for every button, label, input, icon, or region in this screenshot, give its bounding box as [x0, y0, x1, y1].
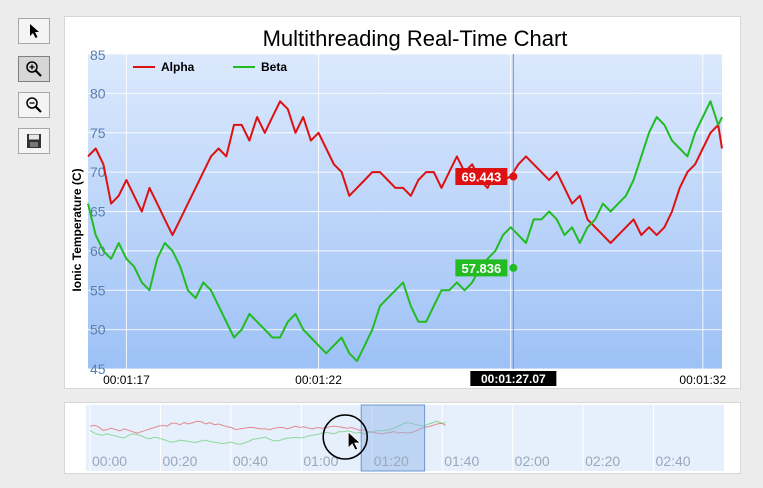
navigator-tick-label: 01:40 [444, 453, 479, 469]
y-tick-label: 55 [90, 282, 106, 298]
navigator-tick-label: 00:40 [233, 453, 268, 469]
pointer-icon [30, 24, 39, 38]
y-tick-label: 75 [90, 125, 106, 141]
y-tick-label: 65 [90, 204, 106, 220]
navigator-plot[interactable] [86, 405, 724, 471]
navigator-tick-label: 00:20 [162, 453, 197, 469]
mouse-highlight-ring [322, 414, 368, 460]
cursor-time-box [470, 371, 557, 386]
navigator-window[interactable] [360, 404, 426, 472]
y-tick-label: 85 [90, 47, 106, 63]
save-button[interactable] [18, 128, 50, 154]
cursor-value-box-alpha [455, 168, 508, 186]
zoom-out-button[interactable] [18, 92, 50, 118]
navigator-tick-label: 01:00 [303, 453, 338, 469]
mouse-arrow-icon [347, 431, 362, 451]
cursor-value-beta: 57.836 [461, 261, 501, 276]
navigator-tick-label: 00:00 [92, 453, 127, 469]
cursor-marker-beta [509, 263, 518, 272]
navigator-tick-label: 02:40 [656, 453, 691, 469]
legend-label-alpha: Alpha [161, 60, 195, 74]
navigator-chart[interactable]: 00:00 00:20 00:40 01:00 01:20 01:40 02:00 02:20… [65, 403, 742, 475]
mouse-cursor [322, 414, 368, 460]
x-tick-label: 00:01:17 [103, 373, 150, 387]
pointer-button[interactable] [18, 18, 50, 44]
cursor-value-box-beta [455, 259, 508, 277]
cursor-value-alpha: 69.443 [461, 170, 501, 185]
y-axis-label: Ionic Temperature (C) [70, 168, 84, 291]
x-tick-label: 00:01:22 [295, 373, 342, 387]
zoom-out-icon [26, 97, 42, 113]
chart-panel: 45 50 55 60 65 70 75 80 85 00:01:17 00:01:22 00:01… [64, 16, 741, 389]
cursor-time-label: 00:01:27.07 [481, 372, 546, 386]
legend: Alpha Beta [133, 60, 287, 74]
y-tick-label: 50 [90, 322, 106, 338]
navigator-tick-label: 01:20 [374, 453, 409, 469]
y-tick-label: 80 [90, 85, 106, 101]
legend-label-beta: Beta [261, 60, 287, 74]
series-line-beta [87, 100, 723, 363]
save-icon [27, 134, 41, 148]
y-tick-label: 45 [90, 361, 106, 377]
navigator-line-beta [89, 420, 446, 445]
series-line-alpha [87, 100, 723, 244]
y-tick-label: 70 [90, 164, 106, 180]
cursor-marker-alpha [509, 172, 518, 181]
navigator-tick-label: 02:20 [585, 453, 620, 469]
zoom-in-button[interactable] [18, 56, 50, 82]
navigator-panel: 00:00 00:20 00:40 01:00 01:20 01:40 02:00 02:20… [64, 402, 741, 474]
zoom-in-icon [26, 61, 42, 77]
navigator-line-alpha [89, 420, 446, 435]
navigator-tick-label: 02:00 [515, 453, 550, 469]
chart-title: Multithreading Real-Time Chart [263, 26, 568, 51]
x-tick-label: 00:01:32 [679, 373, 726, 387]
